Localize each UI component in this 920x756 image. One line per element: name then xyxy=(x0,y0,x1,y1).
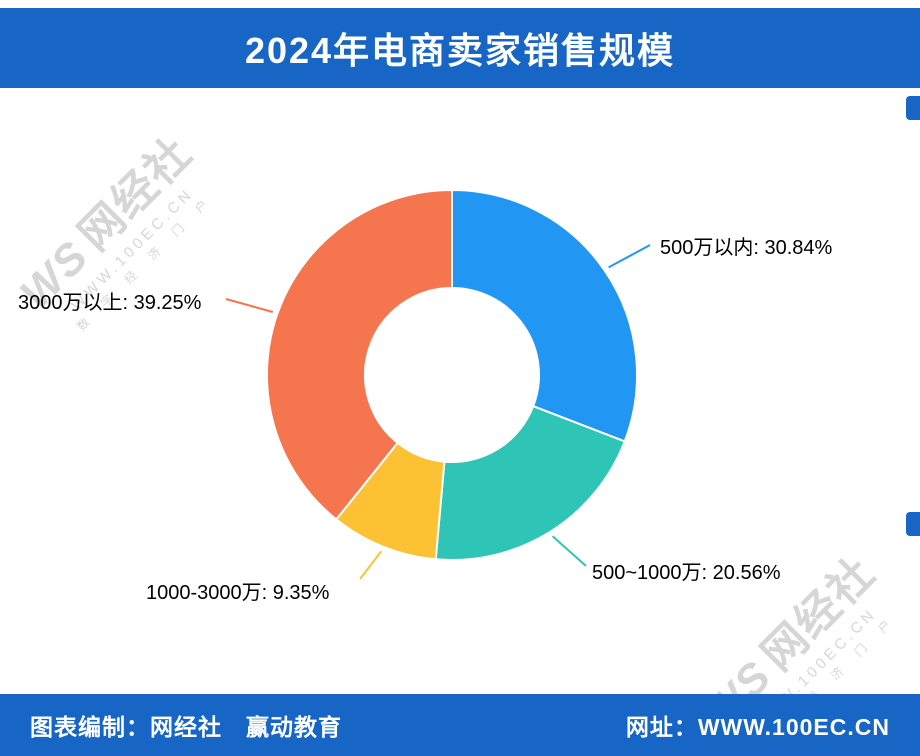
slice-label-1000-3000w: 1000-3000万: 9.35% xyxy=(146,582,330,604)
chart-area: WS网经社 WWW.100EC.CN 数 字 经 济 门 户 WS网经社 WWW… xyxy=(0,88,920,694)
slice-label-under-500w: 500万以内: 30.84% xyxy=(660,237,833,259)
donut-chart xyxy=(225,188,651,580)
watermark-door-icon xyxy=(906,96,920,120)
leader-line-1000-3000万 xyxy=(359,550,382,580)
donut-slice-500万以内 xyxy=(451,188,639,443)
footer-site-url: 网址：WWW.100EC.CN xyxy=(625,714,890,740)
footer-credit: 图表编制：网经社 赢动教育 xyxy=(30,714,342,740)
leader-line-500万以内 xyxy=(608,244,651,269)
leader-line-3000万以上 xyxy=(225,298,273,313)
footer-bar: 图表编制：网经社 赢动教育 网址：WWW.100EC.CN xyxy=(0,694,920,756)
page-title: 2024年电商卖家销售规模 xyxy=(244,30,676,71)
donut-slice-3000万以上 xyxy=(265,188,453,521)
slice-label-500-1000w: 500~1000万: 20.56% xyxy=(592,562,781,584)
watermark-door-icon xyxy=(906,512,920,536)
leader-line-500~1000万 xyxy=(551,535,587,567)
donut-slice-500~1000万 xyxy=(434,404,626,561)
slice-label-over-3000w: 3000万以上: 39.25% xyxy=(18,292,202,314)
title-bar: 2024年电商卖家销售规模 xyxy=(0,8,920,88)
